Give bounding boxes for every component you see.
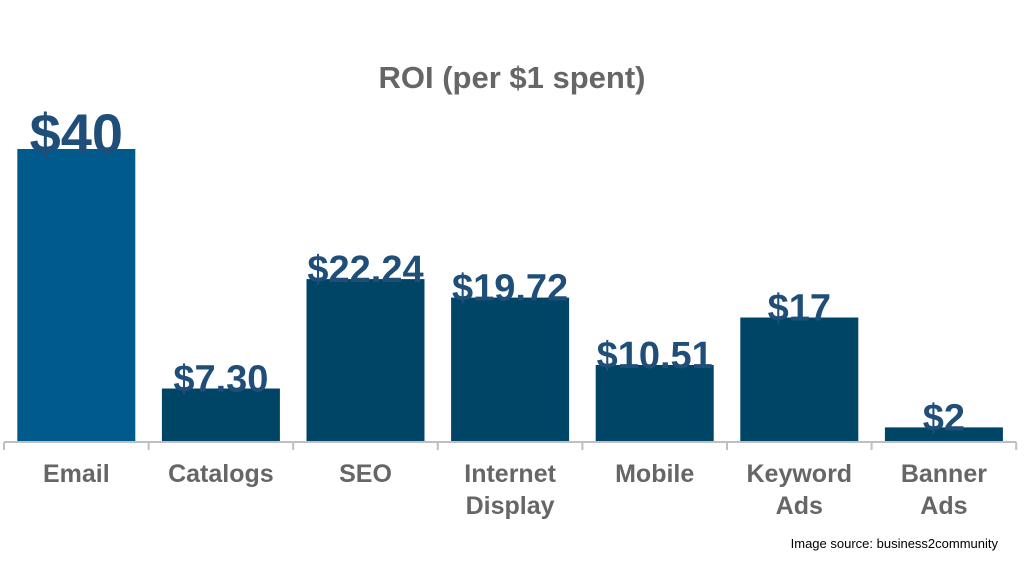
- bar-5: [740, 317, 859, 442]
- category-label-3-0: Internet: [464, 460, 556, 488]
- value-labels: $40 $7.30 $22.24 $19.72 $10.51 $17 $2: [30, 102, 965, 439]
- category-label-3-1: Display: [466, 492, 555, 520]
- value-label-4: $10.51: [597, 335, 713, 377]
- category-labels: Email Catalogs SEO Internet Display Mobile Key…: [43, 460, 987, 520]
- category-label-5-1: Ads: [776, 492, 823, 520]
- value-label-2: $22.24: [307, 249, 423, 291]
- bar-2: [306, 279, 425, 442]
- image-source-note: Image source: business2community: [791, 536, 999, 551]
- category-label-1-0: Catalogs: [168, 460, 274, 488]
- category-label-0-0: Email: [43, 460, 110, 488]
- bar-3: [451, 297, 570, 442]
- category-label-6-1: Ads: [920, 492, 967, 520]
- bar-4: [595, 365, 714, 442]
- value-label-3: $19.72: [452, 268, 568, 310]
- value-label-6: $2: [923, 397, 965, 439]
- category-label-5-0: Keyword: [747, 460, 853, 488]
- bar-0: [17, 149, 136, 442]
- value-label-0: $40: [30, 102, 123, 165]
- bar-1: [161, 388, 280, 442]
- value-label-1: $7.30: [173, 359, 268, 401]
- x-axis: [3, 441, 1018, 450]
- chart-title: ROI (per $1 spent): [379, 60, 646, 95]
- value-label-5: $17: [768, 288, 831, 330]
- bars-group: [17, 149, 1003, 443]
- bar-6: [884, 427, 1003, 443]
- category-label-4-0: Mobile: [615, 460, 694, 488]
- category-label-2-0: SEO: [339, 460, 392, 488]
- category-label-6-0: Banner: [901, 460, 987, 488]
